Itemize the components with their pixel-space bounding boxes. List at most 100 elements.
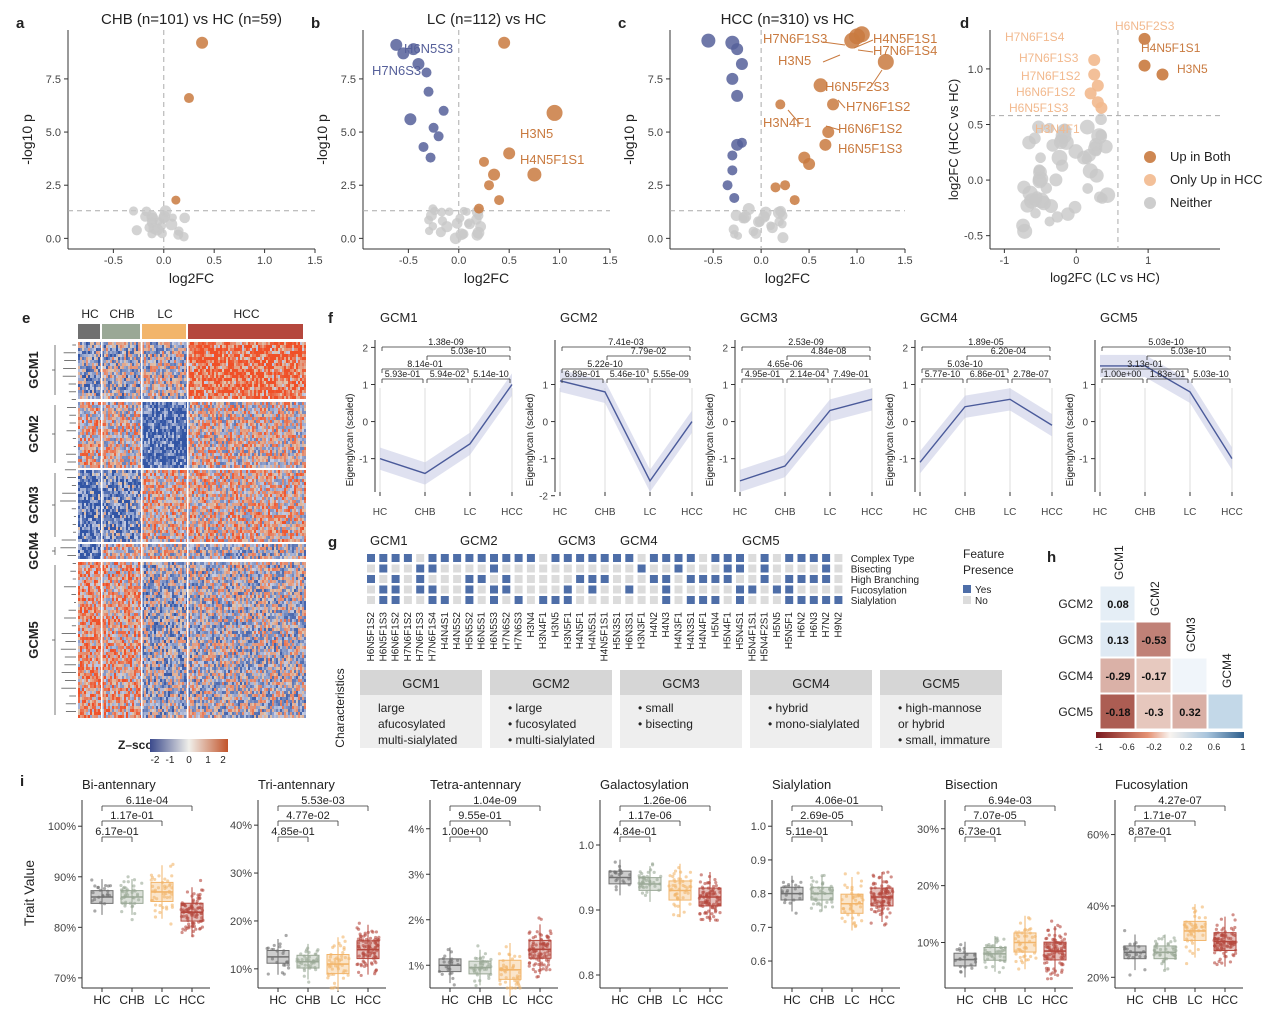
heat-cell [296,378,298,381]
heat-cell [222,360,224,363]
heat-cell [282,348,284,351]
heat-cell [244,378,246,381]
heat-cell [286,465,288,468]
heat-cell [240,372,242,375]
heat-cell [240,393,242,396]
heat-cell [82,432,84,435]
heat-cell [184,387,186,390]
heat-cell [192,423,194,426]
heat-cell [212,444,214,447]
heat-cell [296,348,298,351]
heat-cell [250,348,252,351]
heat-cell [166,429,168,432]
heat-cell [228,438,230,441]
heat-cell [84,405,86,408]
heat-cell [94,372,96,375]
heat-cell [86,429,88,432]
heat-cell [276,438,278,441]
heat-cell [238,393,240,396]
heat-cell [180,411,182,414]
heat-cell [166,414,168,417]
heat-cell [78,402,80,405]
heat-cell [102,342,104,345]
heat-cell [174,411,176,414]
heat-cell [278,417,280,420]
heat-cell [224,354,226,357]
heat-cell [104,387,106,390]
point [474,211,484,221]
heat-cell [82,456,84,459]
heat-cell [292,417,294,420]
heat-cell [156,351,158,354]
heat-cell [180,390,182,393]
heat-cell [294,423,296,426]
heat-cell [182,438,184,441]
heat-cell [296,456,298,459]
heat-cell [282,459,284,462]
heat-cell [126,462,128,465]
heat-cell [212,435,214,438]
heat-cell [78,420,80,423]
heat-cell [284,396,286,399]
heat-cell [94,348,96,351]
heat-cell [118,417,120,420]
heat-cell [254,369,256,372]
heat-cell [262,447,264,450]
heat-cell [250,435,252,438]
heat-cell [136,354,138,357]
heat-cell [154,387,156,390]
heat-cell [126,465,128,468]
heat-cell [114,366,116,369]
heat-cell [300,357,302,360]
heat-cell [304,456,306,459]
heat-cell [274,345,276,348]
heat-cell [96,411,98,414]
point [484,180,495,191]
heat-cell [202,384,204,387]
heat-cell [132,417,134,420]
heat-cell [176,375,178,378]
heat-cell [296,366,298,369]
heat-cell [202,420,204,423]
heat-cell [78,456,80,459]
heat-cell [200,462,202,465]
heat-cell [124,408,126,411]
heat-cell [288,444,290,447]
heat-cell [128,354,130,357]
heat-cell [170,357,172,360]
heat-cell [94,378,96,381]
heat-cell [282,360,284,363]
heat-cell [298,411,300,414]
heat-cell [180,438,182,441]
heat-cell [160,342,162,345]
heat-cell [102,456,104,459]
heat-cell [102,462,104,465]
heat-cell [264,381,266,384]
heat-cell [108,411,110,414]
heat-cell [82,345,84,348]
heat-cell [202,417,204,420]
heat-cell [262,369,264,372]
heat-cell [138,393,140,396]
heat-cell [302,396,304,399]
heat-cell [216,438,218,441]
heat-cell [266,354,268,357]
heat-cell [226,351,228,354]
heat-cell [200,369,202,372]
heat-cell [162,447,164,450]
heat-cell [192,345,194,348]
heat-cell [96,462,98,465]
heat-cell [262,438,264,441]
heat-cell [142,417,144,420]
heat-cell [150,462,152,465]
heat-cell [296,393,298,396]
heat-cell [284,369,286,372]
heat-cell [90,351,92,354]
heat-cell [254,465,256,468]
heat-cell [304,459,306,462]
heat-cell [244,432,246,435]
heat-cell [184,378,186,381]
heat-cell [292,462,294,465]
heat-cell [248,462,250,465]
heat-cell [80,345,82,348]
